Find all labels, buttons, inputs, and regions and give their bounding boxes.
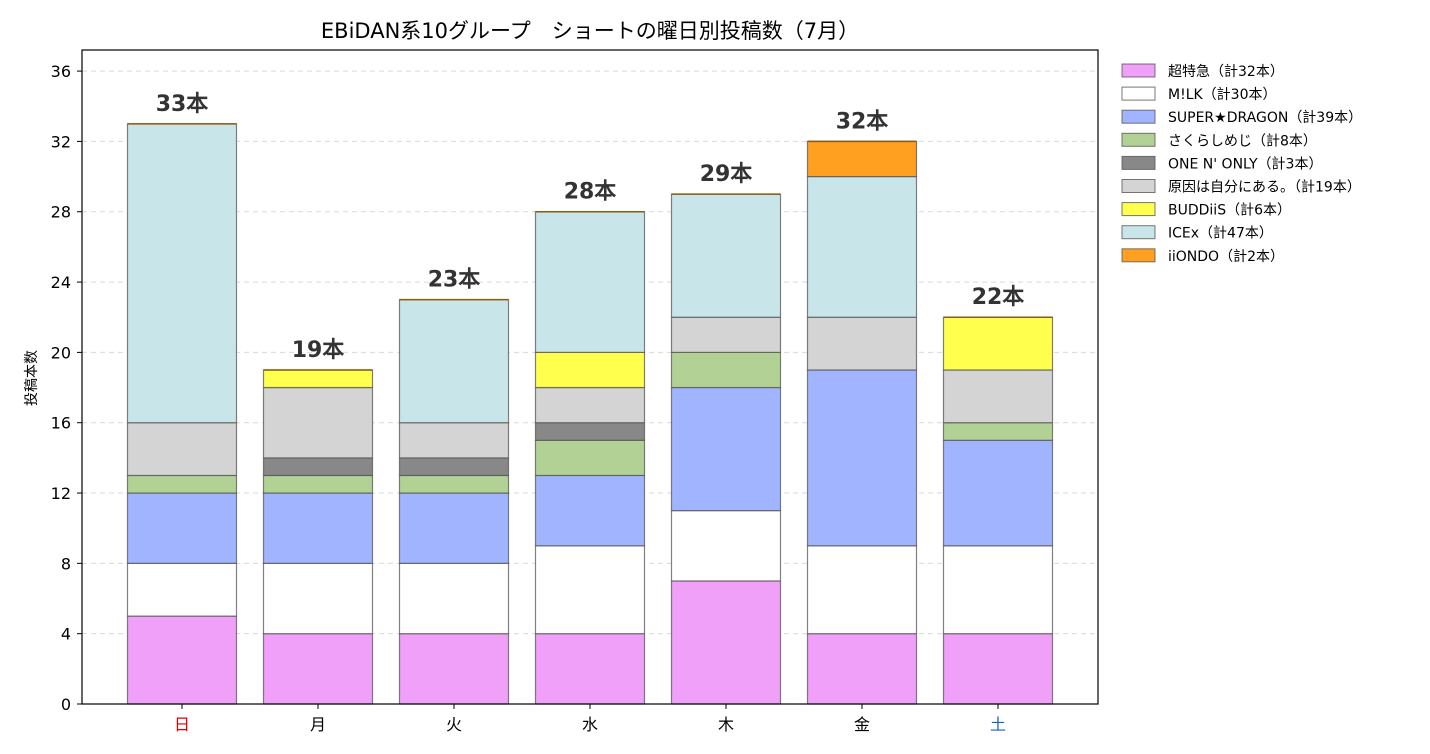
bar-segment <box>126 615 238 705</box>
bar-segment <box>534 439 646 477</box>
bar-segment <box>806 633 918 705</box>
y-tick-label: 20 <box>51 343 71 362</box>
y-tick-label: 0 <box>61 695 71 714</box>
bar-segment <box>670 386 782 512</box>
bar-segment <box>262 369 374 389</box>
y-tick-label: 24 <box>51 273 71 292</box>
bar-segment <box>670 316 782 353</box>
bar-segment <box>126 474 238 494</box>
bar-segment <box>942 369 1054 424</box>
total-labels: 33本 19本 23本 28本 29本 32本 22本 <box>156 92 1025 363</box>
total-label: 29本 <box>700 162 753 187</box>
legend-swatch <box>1121 155 1156 170</box>
bar-segment <box>126 492 238 564</box>
legend-label: 超特急（計32本） <box>1168 64 1284 80</box>
x-tick-label: 水 <box>582 715 598 734</box>
x-tick-label: 日 <box>174 715 190 734</box>
bar-segment <box>534 474 646 547</box>
bar-segment <box>126 422 238 477</box>
x-tick-label: 土 <box>990 715 1006 734</box>
y-tick-label: 32 <box>51 132 71 151</box>
x-tick-label: 火 <box>446 715 462 734</box>
bar-segment <box>398 562 510 635</box>
legend: 超特急（計32本） M!LK（計30本） SUPER★DRAGON（計39本） さくら… <box>1121 63 1362 265</box>
bar-segment <box>262 457 374 477</box>
legend-swatch <box>1121 109 1156 124</box>
bar-segment <box>534 633 646 705</box>
bar-segment <box>398 633 510 705</box>
legend-swatch <box>1121 248 1156 263</box>
bar-segment <box>942 633 1054 705</box>
bar-segment <box>126 123 238 424</box>
bar-segment <box>262 562 374 635</box>
bar-segment <box>534 351 646 389</box>
bar-segment <box>398 299 510 424</box>
bar-segment <box>942 422 1054 441</box>
ticks: 0 4 8 12 16 20 24 28 32 36 日 月 火 水 木 金 土 <box>51 62 1006 734</box>
bar-segment <box>942 439 1054 547</box>
legend-label: iiONDO（計2本） <box>1168 249 1284 265</box>
y-tick-label: 16 <box>51 414 71 433</box>
legend-label: 原因は自分にある。（計19本） <box>1168 180 1361 196</box>
bar-segment <box>670 510 782 582</box>
bars <box>126 123 1054 705</box>
legend-label: M!LK（計30本） <box>1168 87 1277 103</box>
bar-segment <box>398 492 510 564</box>
y-tick-label: 4 <box>61 625 71 644</box>
bar-segment <box>806 316 918 371</box>
bar-segment <box>534 386 646 424</box>
y-tick-label: 8 <box>61 554 71 573</box>
legend-label: さくらしめじ（計8本） <box>1168 133 1317 149</box>
bar-segment <box>262 633 374 705</box>
legend-label: ONE N' ONLY（計3本） <box>1168 156 1322 172</box>
bar-segment <box>806 369 918 547</box>
bar-segment <box>262 474 374 494</box>
legend-swatch <box>1121 202 1156 217</box>
bar-segment <box>670 351 782 389</box>
total-label: 33本 <box>156 92 209 117</box>
y-tick-label: 28 <box>51 203 71 222</box>
y-axis-label: 投稿本数 <box>24 350 40 406</box>
bar-segment <box>942 545 1054 635</box>
bar-segment <box>670 580 782 705</box>
bar-segment <box>262 492 374 564</box>
total-label: 32本 <box>836 109 889 134</box>
total-label: 19本 <box>292 338 345 363</box>
bar-segment <box>806 140 918 178</box>
y-tick-label: 36 <box>51 62 71 81</box>
bar-segment <box>534 211 646 353</box>
bar-segment <box>398 457 510 477</box>
y-tick-label: 12 <box>51 484 71 503</box>
chart-title: EBiDAN系10グループ ショートの曜日別投稿数（7月） <box>321 19 859 43</box>
bar-segment <box>942 316 1054 371</box>
total-label: 23本 <box>428 268 481 293</box>
total-label: 28本 <box>564 180 617 205</box>
legend-label: SUPER★DRAGON（計39本） <box>1168 110 1362 126</box>
total-label: 22本 <box>972 285 1025 310</box>
bar-segment <box>534 422 646 441</box>
bar-segment <box>126 562 238 617</box>
legend-label: ICEx（計47本） <box>1168 226 1273 242</box>
bar-segment <box>262 386 374 459</box>
bar-segment <box>806 175 918 318</box>
legend-swatch <box>1121 225 1156 240</box>
legend-swatch <box>1121 179 1156 193</box>
x-tick-label: 金 <box>854 715 870 734</box>
bar-segment <box>806 545 918 635</box>
bar-segment <box>398 422 510 459</box>
bar-segment <box>534 545 646 635</box>
x-tick-label: 木 <box>718 715 734 734</box>
legend-swatch <box>1121 63 1156 78</box>
legend-swatch <box>1121 132 1156 147</box>
bar-segment <box>398 474 510 494</box>
x-tick-label: 月 <box>310 715 326 734</box>
bar-segment <box>670 193 782 318</box>
legend-swatch <box>1121 86 1156 101</box>
legend-label: BUDDiiS（計6本） <box>1168 203 1291 219</box>
